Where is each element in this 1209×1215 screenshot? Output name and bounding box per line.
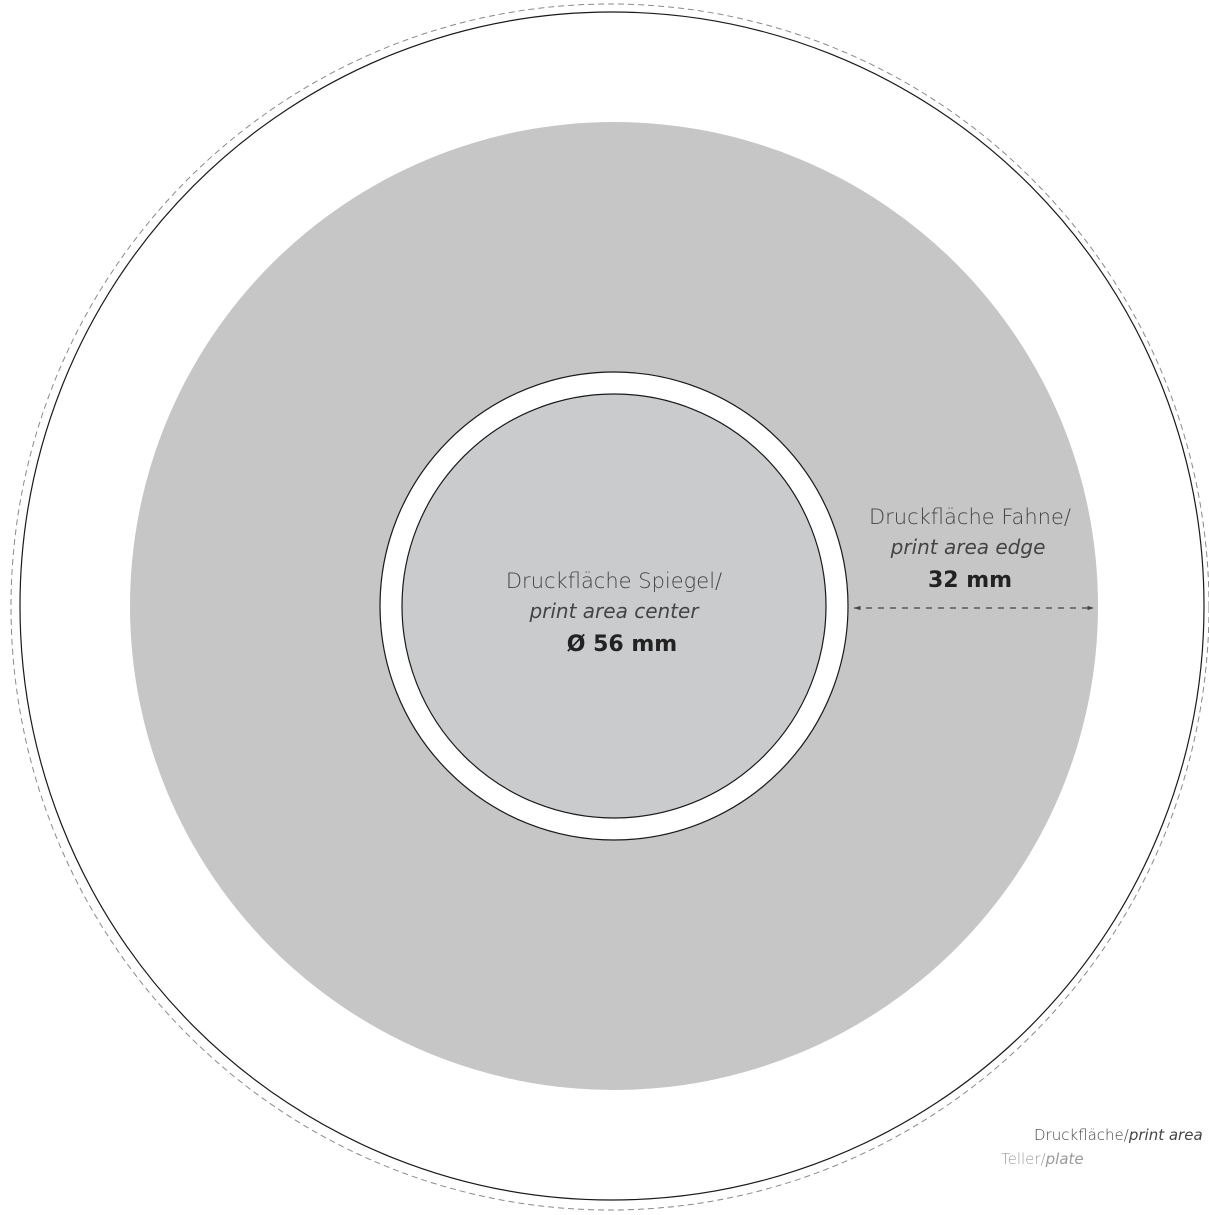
legend-print-area-de: Druckfläche/ [1034,1126,1129,1144]
edge-label-de: Druckfläche Fahne/ [869,505,1071,529]
legend-plate: Teller/plate [1001,1150,1084,1168]
legend-plate-de: Teller/ [1001,1150,1046,1168]
center-label-en: print area center [528,599,700,623]
legend-print-area-en: print area [1128,1126,1203,1144]
plate-dashed-outline [10,3,1209,1211]
print-area-center [401,393,827,819]
legend-print-area: Druckfläche/print area [1034,1126,1203,1144]
center-label-de: Druckfläche Spiegel/ [506,569,722,593]
center-dimension: Ø 56 mm [567,632,677,657]
edge-label-en: print area edge [890,535,1046,559]
legend-plate-en: plate [1045,1150,1084,1168]
edge-dimension: 32 mm [928,568,1012,593]
